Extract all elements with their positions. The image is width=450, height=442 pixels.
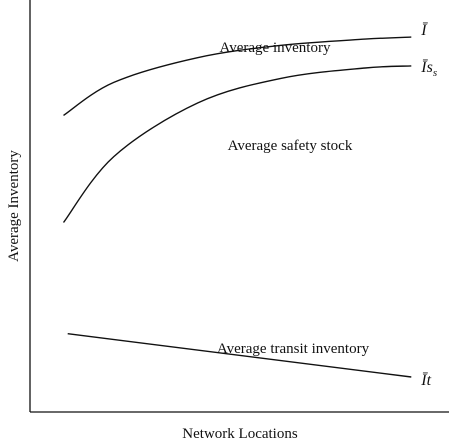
average-transit-inventory-end-label: Īt bbox=[420, 372, 431, 389]
x-axis-label: Network Locations bbox=[182, 426, 298, 442]
average-transit-inventory-label: Average transit inventory bbox=[217, 341, 370, 357]
average-safety-stock-line bbox=[62, 65, 412, 223]
average-inventory-end-label: Ī bbox=[420, 22, 428, 39]
series-layer: Average inventory Ī Average safety stock Īs… bbox=[62, 22, 437, 389]
average-transit-inventory-line bbox=[67, 333, 412, 378]
average-safety-stock-label: Average safety stock bbox=[228, 138, 353, 154]
y-axis-label: Average Inventory bbox=[6, 150, 22, 262]
average-inventory-label: Average inventory bbox=[220, 40, 331, 56]
average-inventory-line bbox=[63, 36, 412, 116]
average-safety-stock-end-label: Īss bbox=[420, 59, 437, 79]
